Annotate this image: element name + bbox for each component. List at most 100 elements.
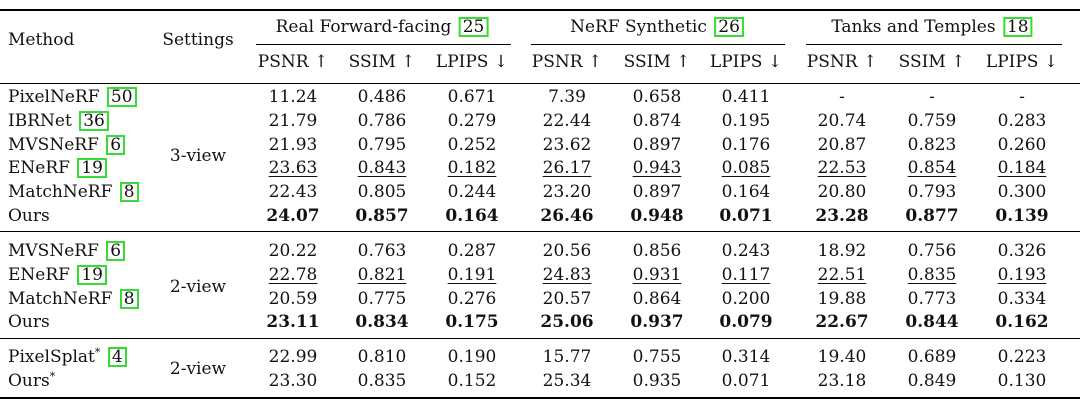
table-cell: 0.874 [632, 110, 682, 131]
table-cell: 0.182 [447, 158, 497, 179]
table-cell: 0.326 [997, 240, 1047, 261]
table-cell: 0.843 [357, 158, 407, 179]
method-name: Ours [8, 312, 50, 332]
table-cell: 0.071 [719, 205, 773, 226]
table-cell: 0.897 [632, 134, 682, 155]
method-name: Ours [8, 206, 50, 226]
dataset-citation: 26 [714, 17, 744, 37]
table-cell: 0.835 [357, 370, 407, 391]
table-cell: 0.079 [719, 312, 773, 333]
metric-header-5: LPIPS ↓ [709, 52, 783, 72]
table-cell: 15.77 [542, 346, 592, 367]
method-name: MVSNeRF 6 [8, 134, 126, 155]
metric-header-8: LPIPS ↓ [985, 52, 1059, 72]
table-cell: 0.190 [447, 346, 497, 367]
group-rule-0 [256, 44, 511, 45]
table-cell: - [929, 86, 935, 107]
table-cell: 0.849 [907, 370, 957, 391]
table-cell: 18.92 [817, 240, 867, 261]
table-cell: 0.671 [447, 86, 497, 107]
method-name: MatchNeRF 8 [8, 288, 139, 309]
table-cell: 0.756 [907, 240, 957, 261]
table-cell: 0.755 [632, 346, 682, 367]
bottom-rule [0, 397, 1080, 399]
table-cell: 20.56 [542, 240, 592, 261]
method-citation: 50 [106, 86, 137, 107]
metric-header-1: SSIM ↑ [348, 52, 416, 72]
method-citation: 8 [119, 288, 139, 309]
method-label: Ours [8, 205, 50, 226]
method-citation: 19 [77, 158, 107, 179]
table-cell: 22.67 [815, 312, 869, 333]
table-cell: 22.43 [268, 182, 318, 203]
metric-header-4: SSIM ↑ [623, 52, 691, 72]
table-cell: 0.334 [997, 288, 1047, 309]
table-cell: 20.74 [817, 110, 867, 131]
method-label: MVSNeRF [8, 134, 99, 155]
table-cell: 24.07 [266, 205, 320, 226]
method-name: PixelNeRF 50 [8, 86, 137, 107]
table-cell: 0.854 [907, 158, 957, 179]
dataset-name: Tanks and Temples [831, 17, 1001, 37]
method-superscript: * [94, 345, 101, 359]
table-cell: 0.835 [907, 264, 957, 285]
table-cell: 0.834 [355, 312, 409, 333]
metric-header-7: SSIM ↑ [898, 52, 966, 72]
method-label: PixelSplat [8, 346, 95, 367]
table-cell: 0.821 [357, 264, 407, 285]
table-cell: 0.223 [997, 346, 1047, 367]
table-cell: 0.823 [907, 134, 957, 155]
table-cell: 20.59 [268, 288, 318, 309]
table-cell: 0.773 [907, 288, 957, 309]
table-cell: 0.195 [721, 110, 771, 131]
table-cell: 0.164 [445, 205, 499, 226]
table-cell: 0.786 [357, 110, 407, 131]
method-citation: 4 [107, 346, 127, 367]
method-name: MVSNeRF 6 [8, 240, 126, 261]
table-cell: 0.775 [357, 288, 407, 309]
group-rule-1 [531, 44, 785, 45]
table-cell: 0.931 [632, 264, 682, 285]
table-cell: 20.22 [268, 240, 318, 261]
table-cell: 0.844 [905, 312, 959, 333]
dataset-citation: 25 [458, 17, 489, 37]
top-rule [0, 9, 1080, 11]
metric-header-2: LPIPS ↓ [435, 52, 509, 72]
table-cell: 0.689 [907, 346, 957, 367]
table-cell: 0.193 [997, 264, 1047, 285]
method-name: PixelSplat* 4 [8, 345, 127, 367]
table-cell: 0.857 [355, 205, 409, 226]
method-citation: 19 [77, 264, 107, 285]
table-cell: 0.139 [995, 205, 1049, 226]
method-label: MVSNeRF [8, 240, 99, 261]
table-cell: 0.314 [721, 346, 771, 367]
method-label: IBRNet [8, 110, 72, 131]
table-cell: 23.28 [815, 205, 869, 226]
column-header-method: Method [8, 30, 75, 50]
setting-label-1: 2-view [169, 276, 227, 297]
table-cell: 0.763 [357, 240, 407, 261]
table-cell: 25.34 [542, 370, 592, 391]
dataset-name: Real Forward-facing [275, 17, 457, 37]
table-cell: 26.17 [542, 158, 592, 179]
table-cell: 0.795 [357, 134, 407, 155]
table-cell: 0.283 [997, 110, 1047, 131]
table-cell: 0.200 [721, 288, 771, 309]
table-cell: 25.06 [540, 312, 594, 333]
table-cell: 7.39 [548, 86, 586, 107]
section-rule-1 [0, 231, 1080, 232]
table-cell: 11.24 [268, 86, 318, 107]
method-name: ENeRF 19 [8, 158, 107, 179]
table-cell: 21.79 [268, 110, 318, 131]
table-cell: 19.40 [817, 346, 867, 367]
method-label: PixelNeRF [8, 86, 100, 107]
table-cell: 20.87 [817, 134, 867, 155]
method-label: MatchNeRF [8, 288, 113, 309]
method-name: IBRNet 36 [8, 110, 109, 131]
method-citation: 36 [79, 110, 109, 131]
table-cell: 22.78 [268, 264, 318, 285]
method-name: ENeRF 19 [8, 264, 107, 285]
table-cell: - [1019, 86, 1025, 107]
method-name: MatchNeRF 8 [8, 182, 139, 203]
